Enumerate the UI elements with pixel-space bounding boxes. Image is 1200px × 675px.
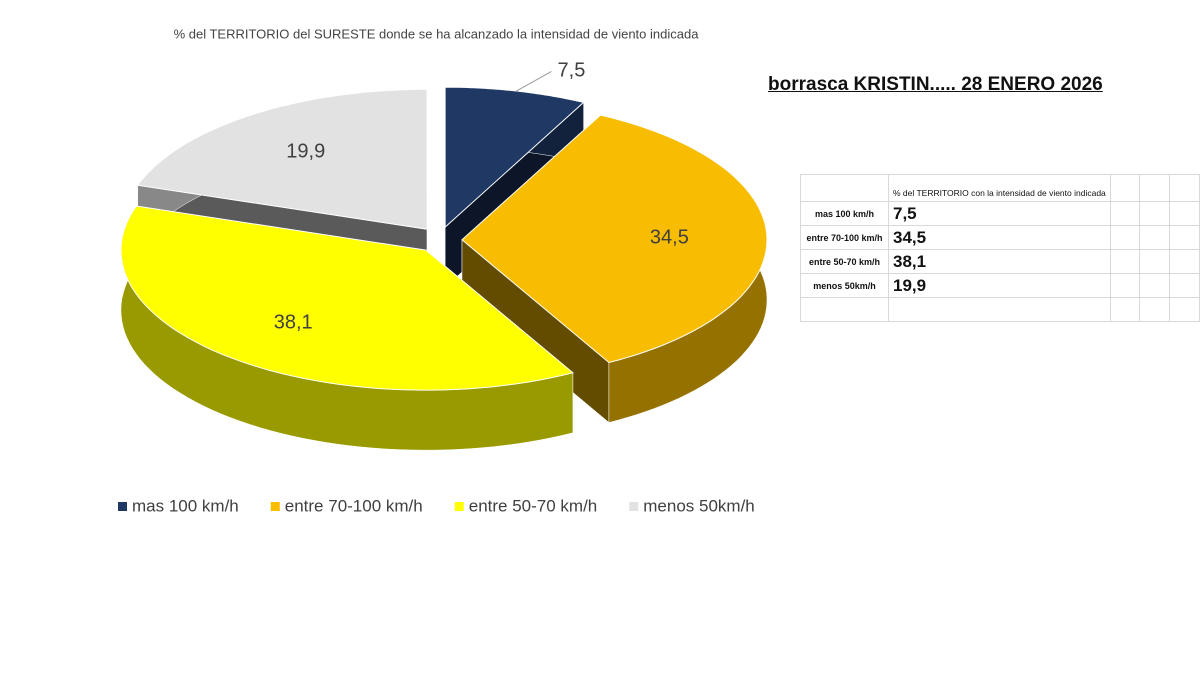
- legend-label: menos 50km/h: [643, 496, 755, 515]
- legend-label: entre 50-70 km/h: [469, 496, 598, 515]
- table-cell: menos 50km/h: [800, 273, 889, 298]
- leader-line: [516, 70, 552, 92]
- empty-cell: [1139, 174, 1171, 202]
- empty-cell: [1109, 273, 1141, 298]
- empty-cell: [800, 174, 889, 202]
- empty-cell: [1139, 273, 1171, 298]
- chart-title: % del TERRITORIO del SURESTE donde se ha…: [174, 26, 700, 41]
- empty-cell: [1109, 174, 1141, 202]
- data-label: 7,5: [558, 60, 586, 82]
- empty-cell: [1169, 249, 1200, 274]
- data-label: 19,9: [286, 140, 325, 162]
- pie-slice: [461, 114, 768, 364]
- table-cell: entre 70-100 km/h: [800, 225, 889, 250]
- table-row: menos 50km/h 19,9: [800, 273, 1200, 298]
- legend-swatch: [270, 502, 280, 511]
- heading: borrasca KRISTIN..... 28 ENERO 2026: [768, 74, 1103, 95]
- legend-label: entre 70-100 km/h: [285, 496, 423, 515]
- legend-swatch: [118, 502, 127, 511]
- empty-cell: [1109, 225, 1141, 250]
- table-cell: 7,5: [888, 201, 1111, 226]
- empty-cell: [888, 297, 1111, 322]
- table-cell: mas 100 km/h: [800, 201, 889, 226]
- table-cell: % del TERRITORIO con la intensidad de vi…: [888, 174, 1111, 202]
- data-label: 34,5: [650, 227, 689, 249]
- empty-cell: [1139, 225, 1171, 250]
- pie-slice: [120, 205, 574, 391]
- empty-cell: [1169, 174, 1200, 202]
- empty-cell: [1139, 297, 1171, 322]
- table-cell: entre 50-70 km/h: [800, 249, 889, 274]
- table-row: entre 70-100 km/h 34,5: [800, 225, 1200, 250]
- table-cell: 38,1: [888, 249, 1111, 274]
- table-row: [800, 297, 1200, 322]
- empty-cell: [1109, 201, 1141, 226]
- data-label: 38,1: [274, 312, 313, 334]
- table-cell: 34,5: [888, 225, 1111, 250]
- empty-cell: [1169, 201, 1200, 226]
- empty-cell: [1169, 273, 1200, 298]
- empty-cell: [1109, 297, 1141, 322]
- empty-cell: [1139, 249, 1171, 274]
- empty-cell: [1109, 249, 1141, 274]
- legend-swatch: [629, 502, 639, 511]
- data-table: % del TERRITORIO con la intensidad de vi…: [800, 174, 1200, 322]
- legend-label: mas 100 km/h: [132, 496, 239, 515]
- empty-cell: [800, 297, 889, 322]
- table-row: % del TERRITORIO con la intensidad de vi…: [800, 174, 1200, 202]
- legend-swatch: [454, 502, 464, 511]
- table-cell: 19,9: [888, 273, 1111, 298]
- empty-cell: [1139, 201, 1171, 226]
- table-row: entre 50-70 km/h 38,1: [800, 249, 1200, 274]
- pie-slice: [444, 86, 585, 229]
- empty-cell: [1169, 225, 1200, 250]
- pie-slice: [136, 88, 428, 230]
- empty-cell: [1169, 297, 1200, 322]
- table-row: mas 100 km/h 7,5: [800, 201, 1200, 226]
